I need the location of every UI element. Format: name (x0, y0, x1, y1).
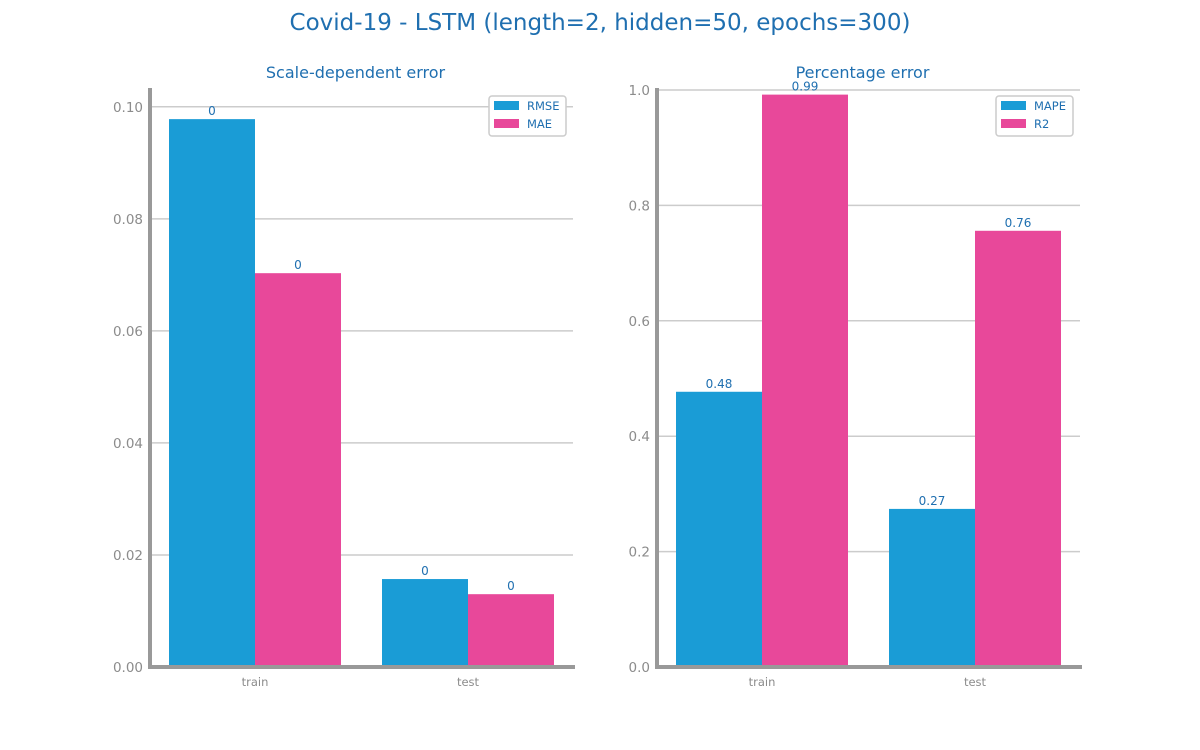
legend-label: R2 (1034, 117, 1049, 131)
data-label: 0 (208, 104, 216, 118)
bar-rmse-test (382, 579, 468, 667)
data-label: 0.99 (792, 80, 819, 94)
y-tick-label: 1.0 (629, 83, 650, 99)
y-tick-label: 0.4 (629, 429, 650, 445)
legend-label: RMSE (527, 99, 559, 113)
chart-2: Percentage error 0.0 0.2 0.4 0.6 0.8 1.0 0.48 0.… (629, 63, 1082, 689)
x-tick-label: train (749, 675, 776, 689)
legend-swatch (494, 101, 519, 110)
y-tick-label: 0.2 (629, 545, 650, 561)
y-tick-label: 0.06 (113, 324, 143, 340)
legend-swatch (494, 119, 519, 128)
chart-title: Scale-dependent error (266, 63, 446, 82)
bar-rmse-train (169, 119, 255, 667)
y-tick-label: 0.00 (113, 660, 143, 676)
y-tick-label: 0.04 (113, 436, 143, 452)
data-label: 0.27 (919, 494, 946, 508)
x-tick-label: test (964, 675, 987, 689)
chart-title: Percentage error (796, 63, 930, 82)
bar-mae-train (255, 273, 341, 667)
data-label: 0.48 (706, 377, 733, 391)
bar-mape-test (889, 508, 975, 667)
legend-swatch (1001, 119, 1026, 128)
y-tick-label: 0.02 (113, 548, 143, 564)
data-label: 0 (421, 564, 429, 578)
bar-mae-test (468, 594, 554, 667)
legend-label: MAPE (1034, 99, 1066, 113)
y-tick-label: 0.6 (629, 314, 650, 330)
y-tick-label: 0.10 (113, 100, 143, 116)
bar-r2-train (762, 94, 848, 668)
legend-swatch (1001, 101, 1026, 110)
legend: MAPE R2 (995, 95, 1074, 137)
legend-label: MAE (527, 117, 552, 131)
data-label: 0 (294, 258, 302, 272)
x-tick-label: test (457, 675, 480, 689)
y-tick-label: 0.0 (629, 660, 650, 676)
x-tick-label: train (242, 675, 269, 689)
y-tick-label: 0.8 (629, 198, 650, 214)
legend: RMSE MAE (488, 95, 567, 137)
bar-mape-train (676, 391, 762, 667)
data-label: 0.76 (1005, 216, 1032, 230)
bar-r2-test (975, 230, 1061, 667)
data-label: 0 (507, 579, 515, 593)
figure-title: Covid-19 - LSTM (length=2, hidden=50, ep… (289, 10, 911, 36)
chart-1: Scale-dependent error 0.00 0.02 0.04 0.06 0.0… (113, 63, 575, 689)
y-tick-label: 0.08 (113, 212, 143, 228)
